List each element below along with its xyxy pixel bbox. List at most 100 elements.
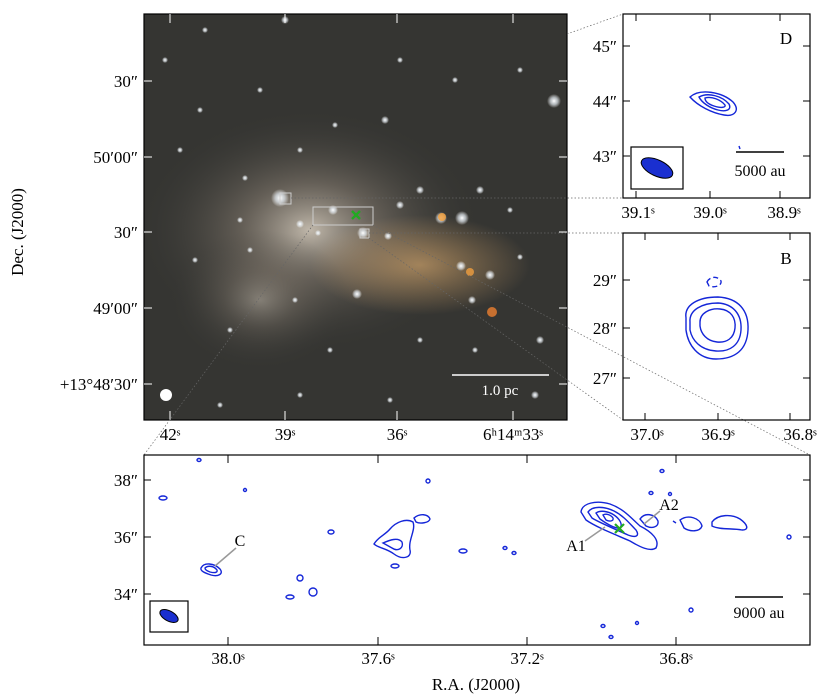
bottom-frame bbox=[143, 454, 811, 646]
label-A2-leader bbox=[643, 510, 661, 525]
bottom-beam-box bbox=[149, 600, 189, 633]
panel-D-label: D bbox=[780, 29, 792, 48]
bottom-ytick-1: 36″ bbox=[114, 528, 138, 547]
star-field bbox=[162, 16, 561, 408]
panel-D-xtick-2: 38.9ˢ bbox=[767, 203, 801, 222]
red-star bbox=[438, 213, 446, 221]
panel-D-scalebar-label: 5000 au bbox=[734, 163, 785, 180]
main-scalebar-label: 1.0 pc bbox=[482, 383, 519, 399]
panel-B-xtick-0: 37.0ˢ bbox=[630, 425, 664, 444]
star bbox=[227, 327, 233, 333]
panel-D-ticks bbox=[623, 14, 810, 198]
bottom-xtick-3: 36.8ˢ bbox=[659, 649, 693, 668]
bottom-scalebar-label: 9000 au bbox=[733, 605, 784, 622]
star bbox=[162, 57, 168, 63]
zoom-box-B bbox=[359, 228, 370, 239]
label-A1: A1 bbox=[566, 538, 586, 555]
star bbox=[455, 211, 469, 225]
bottom-xtick-2: 37.2ˢ bbox=[510, 649, 544, 668]
panel-B: B 29″ 28″ 27″ 37.0ˢ 36.9ˢ 36.8ˢ bbox=[593, 232, 817, 444]
star bbox=[387, 397, 393, 403]
panel-B-ytick-1: 28″ bbox=[593, 319, 617, 338]
bottom-ytick-2: 34″ bbox=[114, 585, 138, 604]
star bbox=[396, 201, 404, 209]
bottom-xlabel: R.A. (J2000) bbox=[432, 675, 520, 694]
panel-D-xtick-0: 39.1ˢ bbox=[621, 203, 655, 222]
bottom-beam bbox=[159, 609, 179, 623]
star bbox=[536, 336, 544, 344]
star bbox=[192, 257, 198, 263]
star bbox=[217, 402, 223, 408]
bottom-xtick-1: 37.6ˢ bbox=[361, 649, 395, 668]
main-xtick-2: 36ˢ bbox=[387, 425, 408, 444]
bottom-contours bbox=[158, 457, 792, 640]
bottom-panel: C A1 A2 9000 au 38″ 36″ 34″ 38 bbox=[114, 454, 811, 694]
panel-B-xtick-1: 36.9ˢ bbox=[701, 425, 735, 444]
star bbox=[296, 220, 304, 228]
label-C-leader bbox=[214, 547, 237, 567]
star bbox=[517, 254, 523, 260]
star bbox=[237, 217, 243, 223]
star bbox=[292, 297, 298, 303]
star bbox=[417, 337, 423, 343]
red-star bbox=[487, 307, 497, 317]
main-xtick-1: 39ˢ bbox=[275, 425, 296, 444]
main-ylabel: Dec. (J2000) bbox=[8, 188, 27, 276]
star bbox=[531, 391, 539, 399]
star bbox=[472, 347, 478, 353]
star bbox=[242, 175, 248, 181]
star bbox=[547, 94, 561, 108]
star bbox=[452, 77, 458, 83]
star bbox=[297, 147, 303, 153]
star bbox=[468, 296, 476, 304]
panel-B-label: B bbox=[780, 249, 791, 268]
red-star bbox=[466, 268, 474, 276]
main-ytick-1: 50′00″ bbox=[93, 148, 138, 167]
star bbox=[507, 207, 513, 213]
panel-B-ytick-0: 29″ bbox=[593, 271, 617, 290]
zoom-box-A bbox=[312, 206, 374, 226]
main-ticks bbox=[144, 14, 567, 420]
main-ytick-0: 30″ bbox=[114, 72, 138, 91]
star bbox=[381, 116, 389, 124]
panel-B-ticks bbox=[623, 233, 810, 420]
star bbox=[315, 230, 321, 236]
panel-D-ytick-2: 43″ bbox=[593, 147, 617, 166]
star bbox=[517, 67, 523, 73]
bottom-cross-marker bbox=[614, 523, 625, 534]
panel-B-frame bbox=[622, 232, 811, 421]
panel-B-contours bbox=[685, 276, 749, 360]
connector-lines bbox=[143, 13, 811, 456]
bottom-ticks bbox=[144, 455, 810, 645]
panel-D-beam bbox=[640, 157, 674, 179]
main-ytick-4: +13°48′30″ bbox=[60, 375, 138, 394]
star bbox=[327, 347, 333, 353]
bottom-xtick-0: 38.0ˢ bbox=[211, 649, 245, 668]
star bbox=[247, 247, 253, 253]
panel-D: D 5000 au 45″ 44″ 43″ 39 bbox=[593, 13, 811, 222]
star bbox=[416, 186, 424, 194]
star bbox=[456, 261, 466, 271]
label-C: C bbox=[235, 533, 246, 550]
bottom-ytick-0: 38″ bbox=[114, 471, 138, 490]
panel-D-ytick-1: 44″ bbox=[593, 92, 617, 111]
main-ytick-2: 30″ bbox=[114, 223, 138, 242]
panel-D-xtick-1: 39.0ˢ bbox=[693, 203, 727, 222]
star bbox=[297, 392, 303, 398]
panel-B-ytick-2: 27″ bbox=[593, 369, 617, 388]
star bbox=[257, 87, 263, 93]
star bbox=[332, 122, 338, 128]
panel-D-frame bbox=[622, 13, 811, 199]
main-ytick-3: 49′00″ bbox=[93, 299, 138, 318]
star bbox=[397, 57, 403, 63]
panel-D-ytick-0: 45″ bbox=[593, 37, 617, 56]
main-frame bbox=[143, 13, 568, 421]
star bbox=[197, 107, 203, 113]
zoom-box-D bbox=[279, 192, 292, 205]
label-A2: A2 bbox=[659, 497, 679, 514]
star bbox=[476, 186, 484, 194]
star bbox=[202, 27, 208, 33]
panel-B-xtick-2: 36.8ˢ bbox=[783, 425, 817, 444]
nebula-orange bbox=[310, 215, 530, 315]
cross-marker bbox=[351, 210, 361, 220]
